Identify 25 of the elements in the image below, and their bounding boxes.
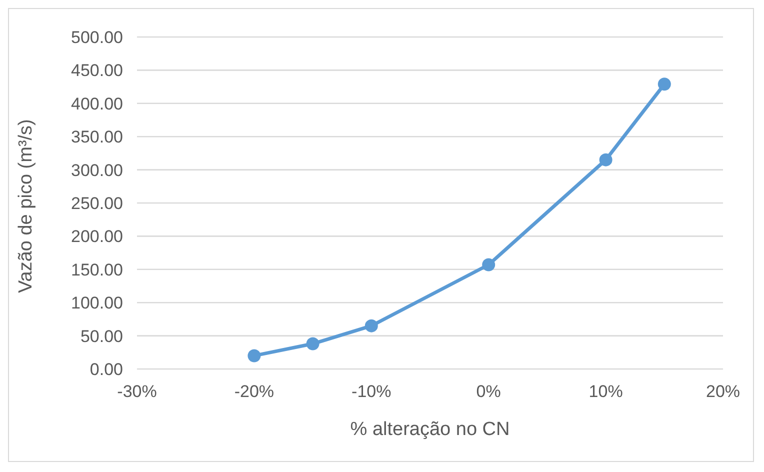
y-tick-label: 100.00 bbox=[71, 294, 123, 313]
x-tick-label: 20% bbox=[706, 382, 740, 402]
x-tick-label: 10% bbox=[588, 382, 623, 402]
x-tick-label: -10% bbox=[352, 382, 392, 402]
point bbox=[364, 319, 378, 332]
y-tick-label: 200.00 bbox=[71, 227, 123, 246]
point bbox=[599, 153, 612, 166]
x-tick-label: -30% bbox=[117, 382, 157, 402]
y-tick-label: 0.00 bbox=[90, 360, 123, 380]
y-tick-label: 50.00 bbox=[80, 326, 123, 346]
y-tick-label: 150.00 bbox=[71, 260, 123, 280]
point bbox=[248, 349, 261, 362]
x-tick-label: 0% bbox=[476, 382, 501, 402]
point bbox=[482, 258, 496, 272]
y-tick-label: 400.00 bbox=[71, 94, 123, 114]
y-tick-label: 450.00 bbox=[71, 61, 123, 80]
x-tick-label: -20% bbox=[234, 382, 274, 402]
point bbox=[658, 78, 671, 91]
y-tick-label: 350.00 bbox=[71, 128, 123, 147]
y-tick-label: 300.00 bbox=[71, 160, 123, 180]
point bbox=[306, 337, 320, 350]
y-tick-label: 250.00 bbox=[71, 194, 123, 214]
y-tick-label: 500.00 bbox=[71, 28, 123, 48]
y-axis-title: Vazão de pico (m³/s) bbox=[16, 119, 37, 293]
x-axis-title: % alteração no CN bbox=[350, 419, 510, 440]
